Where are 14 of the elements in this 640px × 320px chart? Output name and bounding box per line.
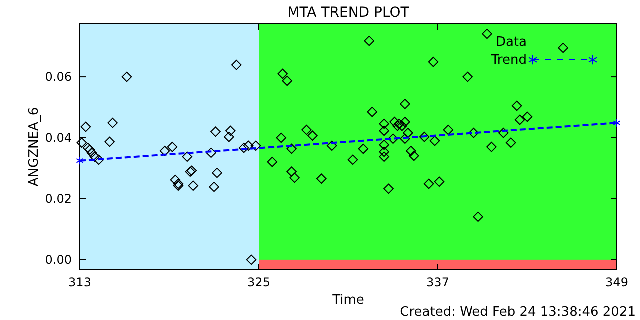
text: Created: Wed Feb 24 13:38:46 2021 [400, 305, 636, 320]
y-axis-title: ANGZNEA_6 [27, 107, 42, 187]
x-axis-title: Time [332, 293, 364, 308]
x-tick-label: 349 [606, 276, 628, 290]
y-tick-label: 0.04 [45, 130, 72, 145]
y-tick-label: 0.00 [45, 252, 72, 267]
x-tick-label: 325 [248, 276, 270, 290]
x-tick-label: 313 [68, 276, 92, 290]
legend-label: Trend [490, 53, 527, 68]
series-label: Data [496, 35, 527, 50]
y-tick-label: 0.02 [45, 192, 72, 206]
x-tick-label: 337 [426, 276, 450, 290]
y-tick-label: 0.06 [45, 70, 72, 84]
chart-title: MTA TREND PLOT [288, 5, 410, 21]
